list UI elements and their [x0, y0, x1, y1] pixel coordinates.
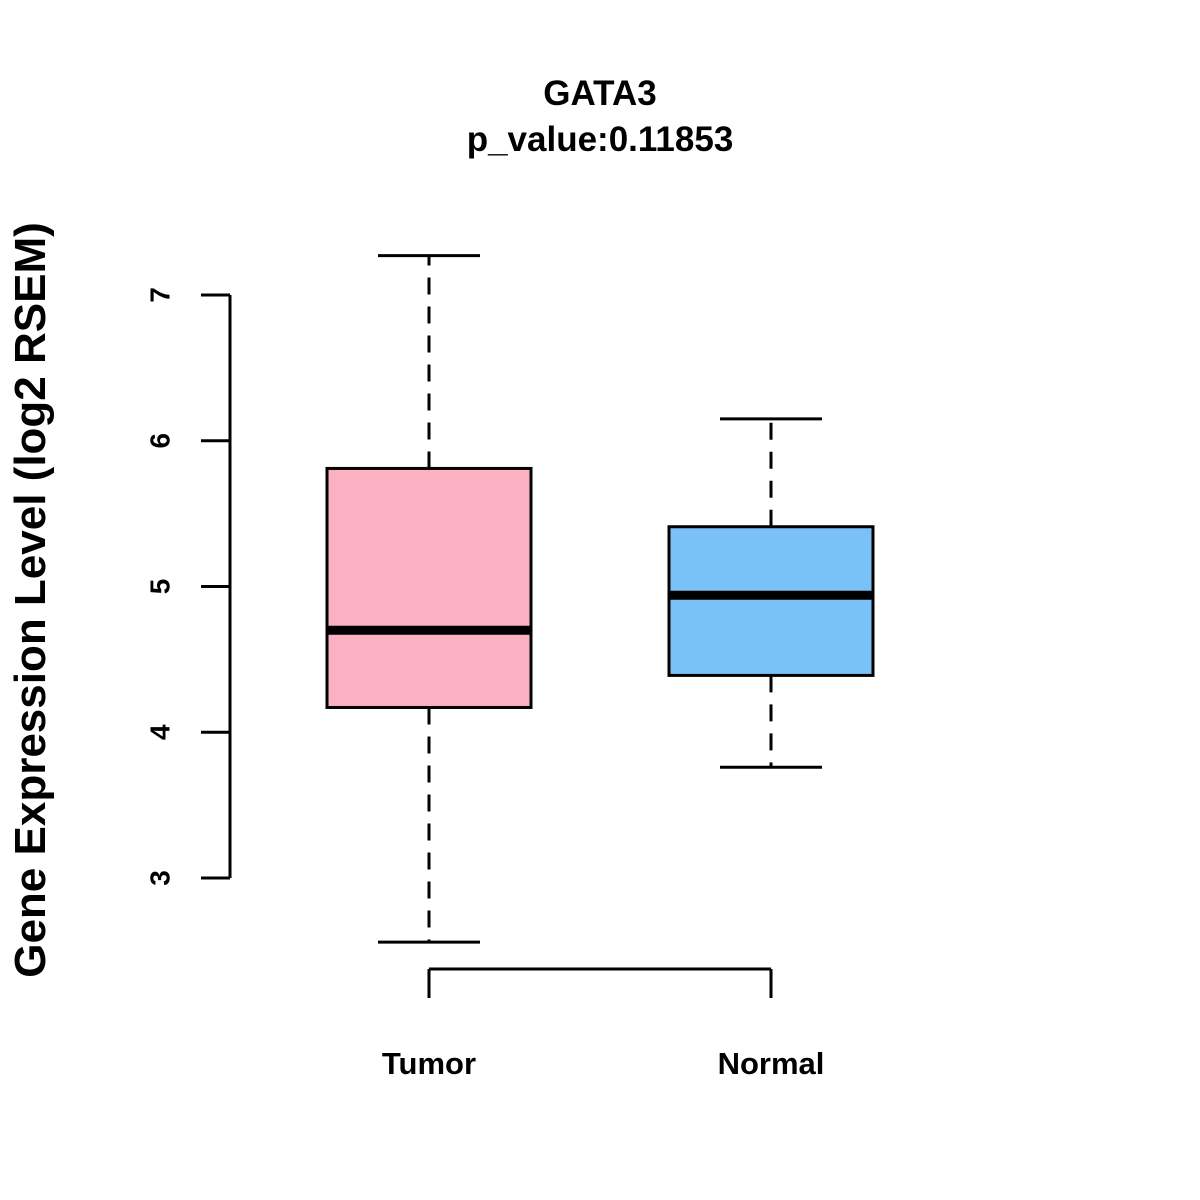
chart-title: GATA3 — [543, 74, 656, 113]
box-normal — [667, 417, 875, 769]
y-axis-label: Gene Expression Level (log2 RSEM) — [6, 222, 55, 978]
x-tick-label-tumor: Tumor — [382, 1046, 476, 1081]
box-body-normal — [667, 525, 875, 677]
boxes-group — [325, 254, 875, 944]
box-tumor — [325, 254, 533, 944]
y-tick-label-3: 3 — [145, 870, 176, 886]
y-tick-label-7: 7 — [145, 287, 176, 303]
x-tick-label-normal: Normal — [718, 1046, 825, 1081]
y-tick-label-4: 4 — [145, 724, 176, 740]
y-tick-label-6: 6 — [145, 433, 176, 449]
y-tick-label-5: 5 — [145, 579, 176, 595]
x-axis: Tumor Normal — [382, 967, 825, 1081]
box-body-tumor — [325, 466, 533, 709]
chart-subtitle: p_value:0.11853 — [467, 120, 734, 159]
y-axis: 3 4 5 6 7 — [145, 287, 232, 886]
